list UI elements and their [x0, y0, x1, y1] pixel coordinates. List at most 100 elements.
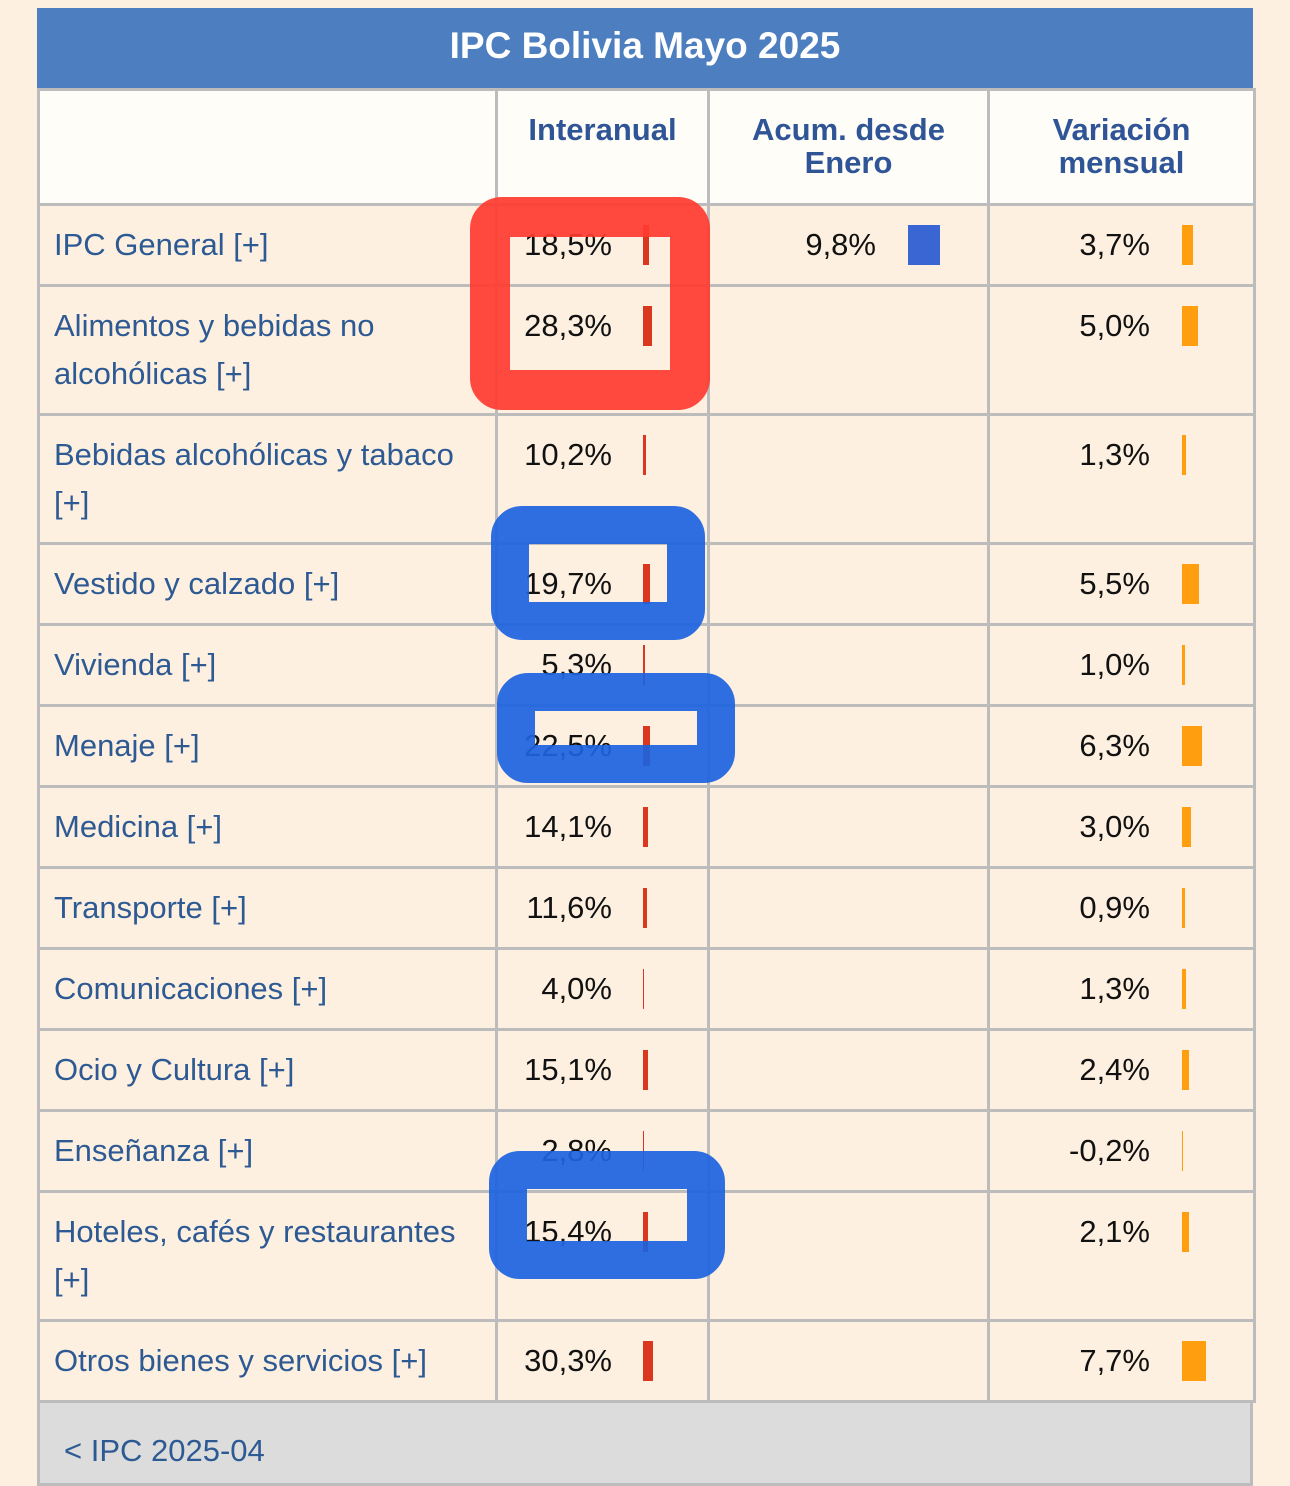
bar-track	[643, 431, 687, 479]
bar-track	[643, 1127, 687, 1175]
bar-track	[643, 560, 687, 608]
bar	[643, 645, 645, 685]
value-cell: 30,3%	[495, 1319, 710, 1403]
value-text: 5,5%	[1079, 566, 1150, 601]
bar-track	[1182, 302, 1248, 350]
bar-track	[1182, 965, 1248, 1013]
row-label: Medicina [+]	[37, 785, 498, 869]
bar	[643, 306, 653, 346]
value-cell: 6,3%	[987, 704, 1256, 788]
value-cell	[707, 785, 990, 869]
value-cell: 2,1%	[987, 1190, 1256, 1322]
bar	[1182, 645, 1186, 685]
table-row: Alimentos y bebidas no alcohólicas [+] 28…	[37, 284, 1256, 416]
value-cell: 1,3%	[987, 947, 1256, 1031]
table-row: Otros bienes y servicios [+] 30,3% 7,7%	[37, 1319, 1256, 1403]
bar-track	[1182, 1046, 1248, 1094]
value-cell: 5,3%	[495, 623, 710, 707]
row-label: Vivienda [+]	[37, 623, 498, 707]
value-text: 5,3%	[541, 647, 612, 682]
table-row: Menaje [+] 22,5% 6,3%	[37, 704, 1256, 788]
value-cell	[707, 623, 990, 707]
value-cell: -0,2%	[987, 1109, 1256, 1193]
value-cell: 10,2%	[495, 413, 710, 545]
bar-track	[643, 722, 687, 770]
bar-track	[643, 221, 687, 269]
table-row: Comunicaciones [+] 4,0% 1,3%	[37, 947, 1256, 1031]
bar	[643, 435, 647, 475]
value-cell: 2,4%	[987, 1028, 1256, 1112]
value-cell: 5,0%	[987, 284, 1256, 416]
bar	[643, 225, 650, 265]
bar	[643, 564, 650, 604]
title-bar: IPC Bolivia Mayo 2025	[37, 8, 1253, 88]
bar	[1182, 306, 1198, 346]
row-label: Bebidas alcohólicas y tabaco [+]	[37, 413, 498, 545]
value-cell	[707, 704, 990, 788]
value-cell	[707, 542, 990, 626]
bar	[908, 225, 941, 265]
value-text: 1,0%	[1079, 647, 1150, 682]
value-cell	[707, 1028, 990, 1112]
bar-track	[1182, 560, 1248, 608]
bar-track	[643, 641, 687, 689]
bar-track	[643, 302, 687, 350]
bar	[643, 1341, 653, 1381]
bar-track	[1182, 1208, 1248, 1256]
value-text: 0,9%	[1079, 890, 1150, 925]
bar	[1182, 1131, 1183, 1171]
bar-track	[643, 965, 687, 1013]
table-row: Vivienda [+] 5,3% 1,0%	[37, 623, 1256, 707]
row-label: Enseñanza [+]	[37, 1109, 498, 1193]
bar-track	[643, 803, 687, 851]
bar-track	[643, 1046, 687, 1094]
value-cell: 22,5%	[495, 704, 710, 788]
bar-track	[1182, 641, 1248, 689]
bar	[643, 969, 645, 1009]
header-cell	[37, 88, 498, 206]
value-text: 1,3%	[1079, 971, 1150, 1006]
value-cell: 15,1%	[495, 1028, 710, 1112]
table-row: Medicina [+] 14,1% 3,0%	[37, 785, 1256, 869]
bar	[1182, 435, 1187, 475]
value-text: -0,2%	[1069, 1133, 1150, 1168]
value-text: 22,5%	[524, 728, 612, 763]
bar	[643, 726, 651, 766]
bar	[1182, 726, 1202, 766]
table-row: Enseñanza [+] 2,8% -0,2%	[37, 1109, 1256, 1193]
header-cell: Interanual	[495, 88, 710, 206]
value-cell: 7,7%	[987, 1319, 1256, 1403]
value-cell	[707, 866, 990, 950]
bar-track	[1182, 431, 1248, 479]
row-label: Hoteles, cafés y restaurantes [+]	[37, 1190, 498, 1322]
table-row: Bebidas alcohólicas y tabaco [+] 10,2% 1,3…	[37, 413, 1256, 545]
bar	[643, 1212, 649, 1252]
value-cell: 14,1%	[495, 785, 710, 869]
value-cell	[707, 1319, 990, 1403]
value-cell	[707, 1190, 990, 1322]
bar-track	[1182, 884, 1248, 932]
value-text: 3,7%	[1079, 227, 1150, 262]
value-text: 3,0%	[1079, 809, 1150, 844]
footer: < IPC 2025-04	[37, 1403, 1253, 1486]
table-row: IPC General [+] 18,5% 9,8% 3,7%	[37, 203, 1256, 287]
bar-track	[643, 1208, 687, 1256]
row-label: Ocio y Cultura [+]	[37, 1028, 498, 1112]
row-label: Otros bienes y servicios [+]	[37, 1319, 498, 1403]
value-cell: 0,9%	[987, 866, 1256, 950]
value-cell: 11,6%	[495, 866, 710, 950]
value-cell: 1,0%	[987, 623, 1256, 707]
bar	[1182, 564, 1200, 604]
value-text: 7,7%	[1079, 1343, 1150, 1378]
value-cell: 2,8%	[495, 1109, 710, 1193]
bar	[1182, 888, 1185, 928]
value-cell: 3,0%	[987, 785, 1256, 869]
value-text: 18,5%	[524, 227, 612, 262]
prev-link[interactable]: < IPC 2025-04	[64, 1433, 265, 1468]
value-cell: 4,0%	[495, 947, 710, 1031]
value-text: 1,3%	[1079, 437, 1150, 472]
bar	[643, 807, 648, 847]
value-text: 5,0%	[1079, 308, 1150, 343]
row-label: Menaje [+]	[37, 704, 498, 788]
value-text: 15,1%	[524, 1052, 612, 1087]
